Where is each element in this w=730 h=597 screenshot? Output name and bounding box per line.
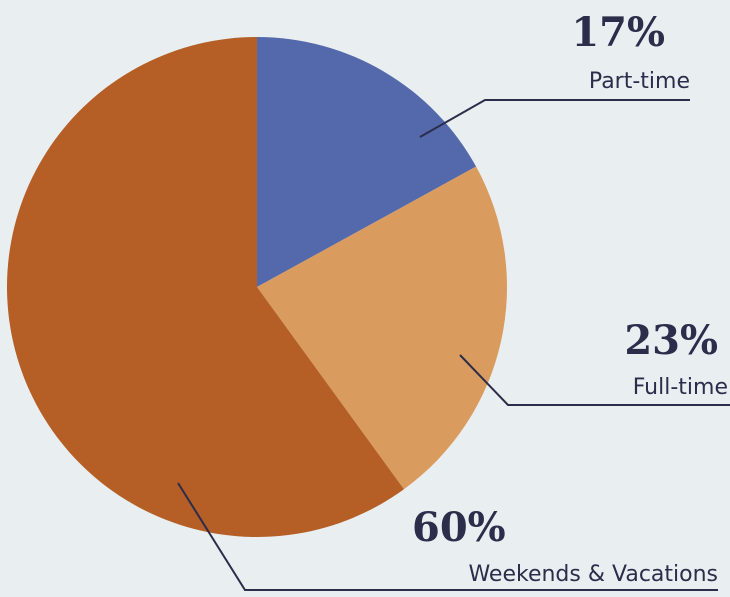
- leader-line: [419, 99, 690, 138]
- leader-line: [459, 354, 730, 406]
- value-label: 60%: [412, 504, 506, 551]
- value-label: 17%: [571, 9, 665, 56]
- leader-line: [177, 482, 718, 591]
- pie-slice: [257, 166, 508, 490]
- pie-slice: [7, 37, 404, 537]
- category-label: Part-time: [589, 69, 690, 94]
- category-label: Full-time: [633, 375, 728, 400]
- category-label: Weekends & Vacations: [468, 562, 718, 587]
- value-label: 23%: [624, 317, 718, 364]
- pie-slice: [257, 37, 477, 287]
